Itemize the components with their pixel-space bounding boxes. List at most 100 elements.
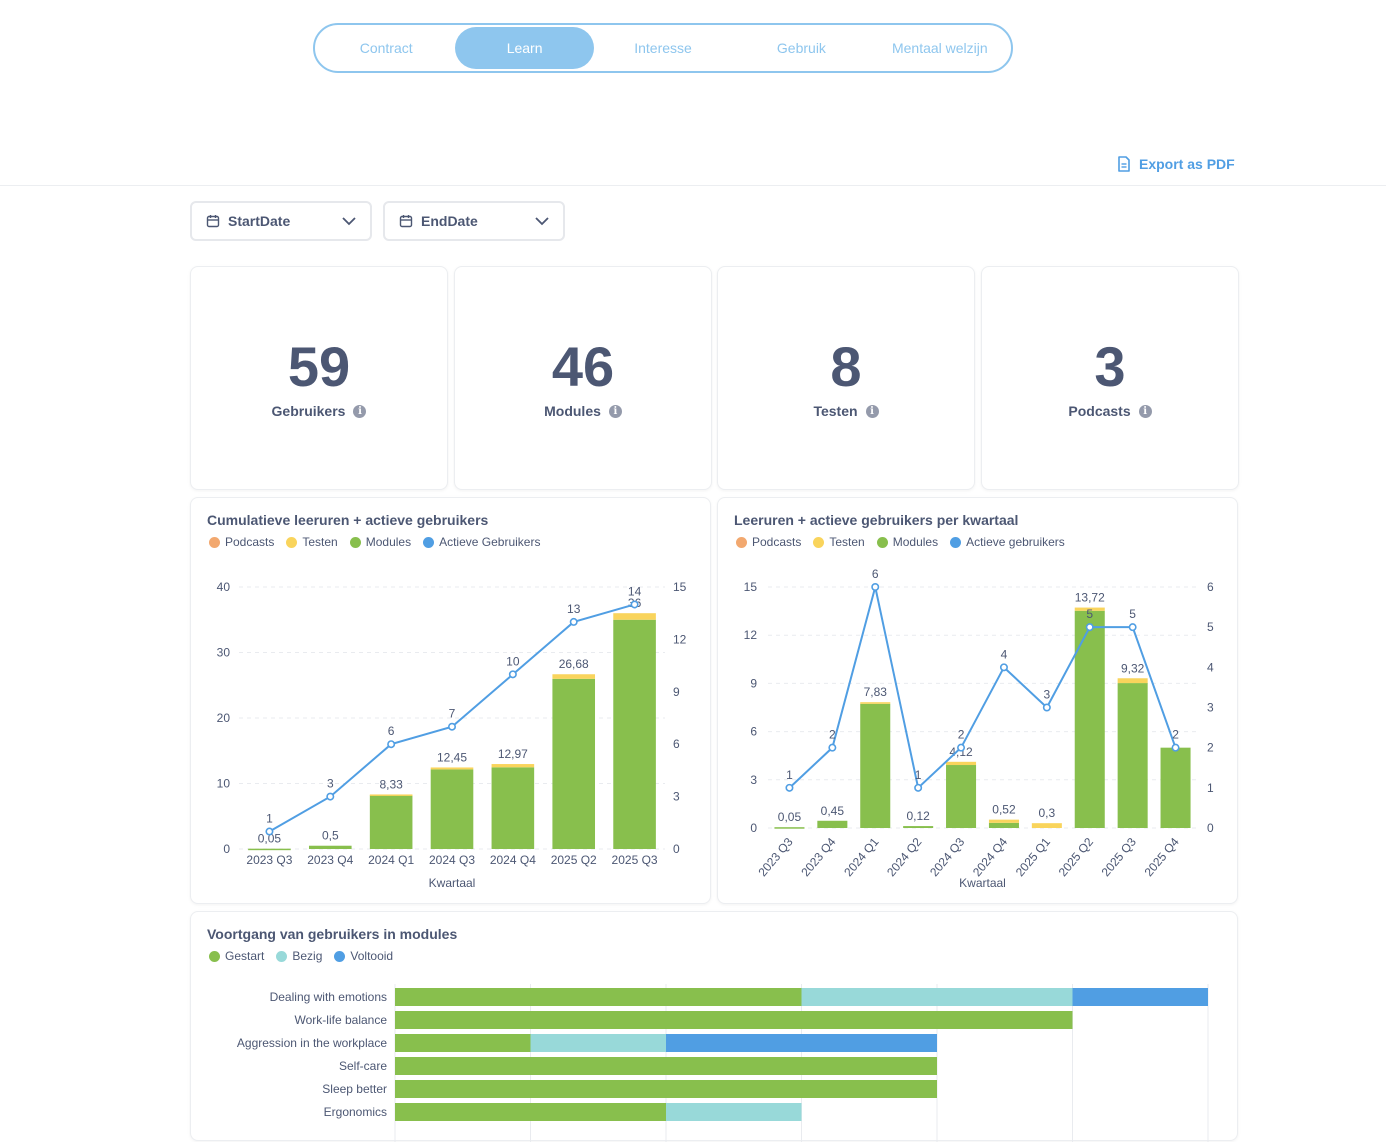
calendar-icon: [399, 215, 413, 228]
y-tick-label: 0: [750, 821, 757, 835]
legend-item[interactable]: Testen: [813, 535, 865, 549]
kpi-card-gebruikers: 59 Gebruikers i: [190, 266, 448, 490]
chart-card-cumulative: Cumulatieve leeruren + actieve gebruiker…: [190, 497, 711, 904]
info-icon[interactable]: i: [1138, 404, 1152, 418]
start-date-filter[interactable]: StartDate: [190, 201, 372, 241]
legend-item[interactable]: Modules: [349, 535, 411, 549]
legend-item[interactable]: Modules: [876, 535, 938, 549]
bar-testen: [946, 761, 977, 766]
legend-item[interactable]: Gestart: [209, 949, 264, 963]
chart-card-progress: Voortgang van gebruikers in modules Gest…: [190, 911, 1238, 1142]
bar-gestart: [395, 1011, 1073, 1029]
legend-item[interactable]: Actieve gebruikers: [950, 535, 1065, 549]
bar-data-label: 12,45: [437, 750, 467, 764]
info-icon[interactable]: i: [865, 404, 879, 418]
bar-modules: [946, 765, 977, 828]
bar-data-label: 13,72: [1075, 591, 1105, 605]
kpi-value: 3: [1094, 335, 1126, 398]
line-data-label: 7: [449, 707, 456, 721]
y-tick-label: 40: [217, 580, 231, 594]
legend-item[interactable]: Podcasts: [736, 535, 801, 549]
line-point: [871, 583, 880, 592]
y-tick-label: Ergonomics: [324, 1105, 387, 1119]
bar-testen: [369, 794, 413, 796]
x-axis-label: Kwartaal: [959, 876, 1006, 890]
line-point: [957, 743, 966, 752]
line-point: [387, 740, 396, 749]
x-tick-label: 2025 Q2: [551, 853, 597, 867]
y-tick-label: 10: [217, 777, 231, 791]
tab-gebruik[interactable]: Gebruik: [776, 40, 826, 56]
tab-learn[interactable]: Learn: [455, 27, 594, 69]
bar-modules: [248, 848, 291, 851]
line-data-label: 14: [628, 584, 642, 598]
kpi-label: Gebruikers: [271, 403, 346, 419]
bar-data-label: 0,05: [778, 810, 802, 824]
line-point: [630, 600, 639, 609]
bar-bezig: [666, 1103, 802, 1121]
bar-voltooid: [666, 1034, 937, 1052]
bar-testen: [613, 613, 656, 620]
chart-legend: Podcasts Testen Modules Actieve gebruike…: [736, 535, 1065, 549]
y-tick-label: 9: [750, 676, 757, 690]
bar-modules: [860, 703, 891, 828]
chart-legend: Gestart Bezig Voltooid: [209, 949, 393, 963]
tab-mentaal-welzijn[interactable]: Mentaal welzijn: [891, 40, 988, 56]
x-tick-label: 2024 Q3: [429, 853, 475, 867]
line-point: [1171, 743, 1180, 752]
end-date-label: EndDate: [421, 213, 478, 229]
bar-modules: [817, 820, 848, 828]
bar-testen: [1074, 607, 1105, 611]
y2-tick-label: 12: [673, 632, 687, 646]
y2-tick-label: 4: [1207, 660, 1214, 674]
legend-item[interactable]: Testen: [286, 535, 338, 549]
tab-interesse[interactable]: Interesse: [634, 40, 692, 56]
y-tick-label: 15: [744, 580, 758, 594]
x-tick-label: 2023 Q4: [307, 853, 353, 867]
y2-tick-label: 5: [1207, 620, 1214, 634]
bar-data-label: 12,97: [498, 747, 528, 761]
end-date-filter[interactable]: EndDate: [383, 201, 565, 241]
line-data-label: 1: [786, 768, 793, 782]
y-tick-label: 30: [217, 646, 231, 660]
bar-gestart: [395, 1057, 937, 1075]
bar-gestart: [395, 1103, 666, 1121]
chevron-down-icon: [535, 216, 549, 225]
chart-title: Leeruren + actieve gebruikers per kwarta…: [734, 512, 1019, 528]
line-data-label: 1: [266, 812, 273, 826]
bar-testen: [430, 767, 474, 770]
x-tick-label: 2023 Q3: [755, 835, 796, 880]
kpi-label: Testen: [813, 403, 858, 419]
y2-tick-label: 3: [1207, 701, 1214, 715]
legend-item[interactable]: Actieve Gebruikers: [423, 535, 540, 549]
bar-modules: [491, 767, 535, 849]
kpi-label: Podcasts: [1068, 403, 1131, 419]
bar-data-label: 0,45: [821, 804, 845, 818]
export-pdf-button[interactable]: Export as PDF: [1117, 156, 1235, 172]
bar-modules: [430, 769, 474, 849]
divider: [0, 185, 1386, 186]
line-point: [1042, 703, 1051, 712]
tab-contract[interactable]: Contract: [359, 40, 413, 56]
line-data-label: 2: [1172, 728, 1179, 742]
y-tick-label: 12: [744, 628, 758, 642]
legend-item[interactable]: Podcasts: [209, 535, 274, 549]
kpi-value: 8: [830, 335, 862, 398]
y-tick-label: Work-life balance: [295, 1013, 388, 1027]
kpi-card-podcasts: 3 Podcasts i: [981, 266, 1239, 490]
legend-item[interactable]: Bezig: [276, 949, 322, 963]
info-icon[interactable]: i: [608, 404, 622, 418]
line-data-label: 4: [1001, 647, 1008, 661]
kpi-card-testen: 8 Testen i: [717, 266, 975, 490]
y-tick-label: 20: [217, 711, 231, 725]
info-icon[interactable]: i: [353, 404, 367, 418]
y2-tick-label: 15: [673, 580, 687, 594]
y2-tick-label: 1: [1207, 781, 1214, 795]
bar-data-label: 0,05: [258, 832, 282, 846]
legend-item[interactable]: Voltooid: [334, 949, 393, 963]
bar-voltooid: [1072, 988, 1208, 1006]
x-tick-label: 2025 Q4: [1142, 835, 1183, 880]
y-tick-label: 3: [750, 773, 757, 787]
bar-data-label: 0,52: [992, 803, 1016, 817]
y-tick-label: Self-care: [339, 1059, 387, 1073]
